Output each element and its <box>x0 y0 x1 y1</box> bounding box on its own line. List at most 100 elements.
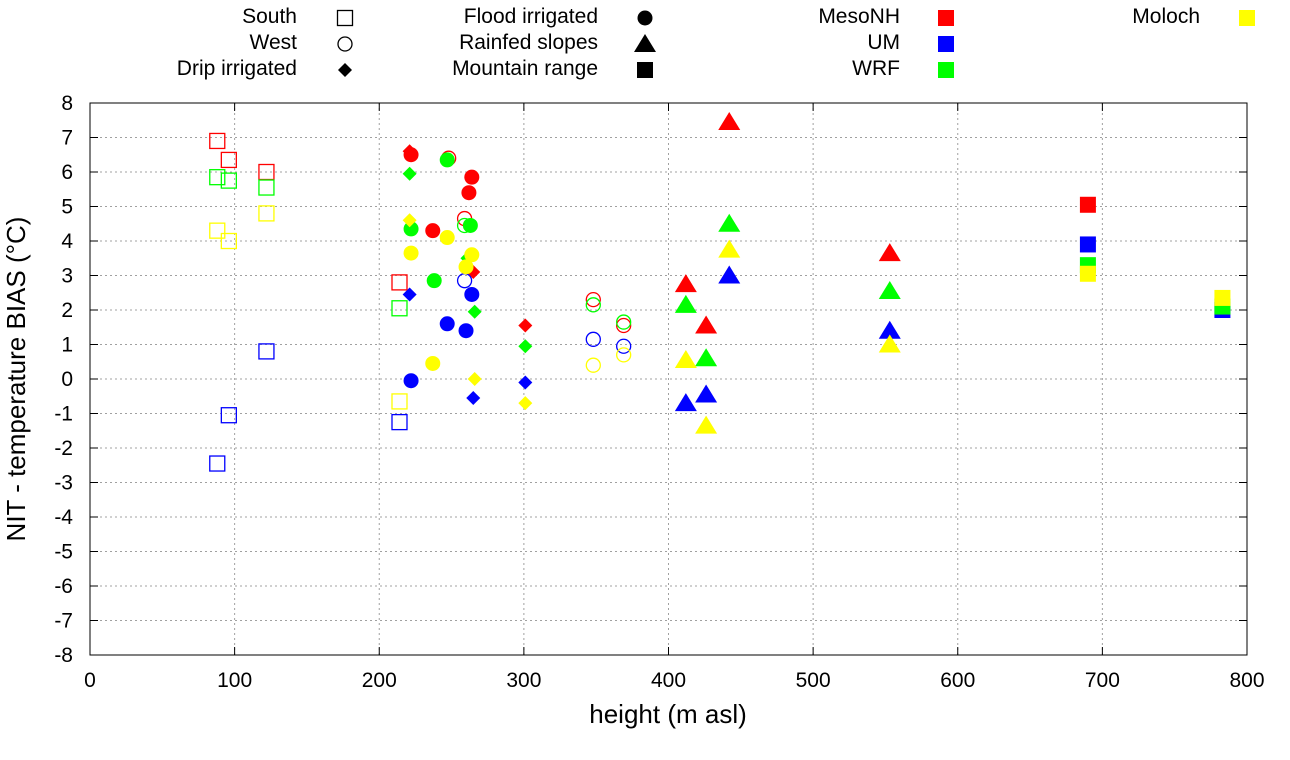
point-mesonh-south <box>209 132 226 150</box>
point-wrf-south <box>220 172 237 189</box>
y-tick-label: 3 <box>61 265 73 288</box>
point-wrf-rainfed <box>718 213 741 232</box>
point-mesonh-west <box>585 291 601 308</box>
point-moloch-drip <box>467 372 482 386</box>
x-axis-title: height (m asl) <box>589 699 747 729</box>
point-wrf-south <box>209 169 226 186</box>
legend-label: West <box>250 31 298 54</box>
point-moloch-rainfed <box>718 239 741 258</box>
y-tick-label: -8 <box>54 644 73 667</box>
y-tick-label: 7 <box>61 127 73 150</box>
legend-swatch-mesonh <box>938 10 954 26</box>
x-tick-label: 400 <box>651 669 686 692</box>
legend-marker-drip <box>338 63 352 77</box>
point-um-south <box>391 413 408 431</box>
point-mesonh-flood <box>464 169 480 185</box>
point-wrf-drip <box>518 339 533 354</box>
point-um-mountain <box>1079 236 1096 253</box>
legend-item-mountain: Mountain range <box>452 57 653 80</box>
point-wrf-west <box>585 297 601 313</box>
series-moloch <box>209 205 1231 434</box>
point-wrf-rainfed <box>878 281 901 300</box>
point-wrf-flood <box>462 217 478 233</box>
y-tick-label: -5 <box>54 541 73 564</box>
x-tick-label: 500 <box>796 669 831 692</box>
legend-label: Rainfed slopes <box>459 31 598 54</box>
grid <box>90 103 1247 655</box>
legend-label: Drip irrigated <box>177 57 297 80</box>
point-mesonh-rainfed <box>878 243 901 262</box>
point-moloch-flood <box>458 259 474 275</box>
data-points <box>209 111 1231 472</box>
x-tick-label: 0 <box>84 669 96 692</box>
axis-ticks: 0 100 200 300 400 500 600 700 800 -8 -7 -6 -5 -4 -3 -2 -… <box>54 92 1264 692</box>
point-um-rainfed <box>718 265 741 284</box>
y-tick-label: 0 <box>61 368 73 391</box>
point-um-flood <box>403 373 419 389</box>
point-mesonh-south <box>391 274 408 291</box>
point-wrf-flood <box>439 152 455 168</box>
legend-label: WRF <box>852 57 900 80</box>
point-wrf-south <box>391 300 408 317</box>
point-um-west <box>616 338 632 354</box>
point-moloch-rainfed <box>695 415 718 434</box>
point-wrf-rainfed <box>674 294 697 313</box>
legend-item-flood: Flood irrigated <box>464 5 653 28</box>
y-tick-label: -4 <box>54 506 73 529</box>
point-moloch-flood <box>425 355 441 371</box>
point-um-flood <box>439 316 455 332</box>
y-tick-label: 2 <box>61 299 73 322</box>
legend-item-moloch: Moloch <box>1132 5 1255 28</box>
point-moloch-south <box>220 232 237 250</box>
point-mesonh-flood <box>403 147 419 163</box>
y-tick-label: 4 <box>61 230 73 253</box>
series-um <box>209 236 1231 472</box>
point-um-drip <box>466 390 481 405</box>
point-moloch-west <box>585 357 601 373</box>
series-mesonh <box>209 111 1096 334</box>
legend-item-mesonh: MesoNH <box>818 5 954 28</box>
y-tick-label: 8 <box>61 92 73 115</box>
legend-item-west: West <box>250 31 353 54</box>
point-um-flood <box>458 323 474 339</box>
legend-item-wrf: WRF <box>852 57 954 80</box>
point-moloch-south <box>258 205 275 222</box>
point-moloch-drip <box>402 213 417 228</box>
point-moloch-flood <box>439 230 455 246</box>
y-tick-label: -1 <box>54 403 73 426</box>
legend-marker-south <box>336 9 354 27</box>
point-moloch-flood <box>464 247 480 263</box>
point-um-south <box>209 455 226 472</box>
point-um-rainfed <box>878 320 901 339</box>
x-tick-label: 300 <box>506 669 541 692</box>
point-wrf-flood <box>403 221 419 237</box>
legend-item-drip: Drip irrigated <box>177 57 352 80</box>
legend-marker-mountain <box>637 62 653 78</box>
point-wrf-west <box>616 314 632 330</box>
point-wrf-drip <box>467 304 482 319</box>
point-moloch-rainfed <box>878 334 901 353</box>
y-tick-label: 6 <box>61 161 73 184</box>
point-um-south <box>220 407 237 424</box>
legend-label: MesoNH <box>818 5 900 28</box>
point-mesonh-west <box>616 317 632 334</box>
point-moloch-drip <box>518 396 533 411</box>
legend-marker-rainfed <box>634 34 656 52</box>
legend-marker-west <box>337 36 353 52</box>
y-tick-label: -3 <box>54 472 73 495</box>
x-tick-label: 200 <box>362 669 397 692</box>
point-moloch-south <box>209 222 226 239</box>
point-um-drip <box>402 287 417 302</box>
point-mesonh-rainfed <box>718 111 741 130</box>
legend-item-um: UM <box>867 31 954 54</box>
y-axis-title: NIT - temperature BIAS (°C) <box>1 217 31 542</box>
x-tick-label: 800 <box>1229 669 1264 692</box>
x-tick-label: 700 <box>1085 669 1120 692</box>
point-moloch-flood <box>403 245 419 261</box>
point-um-south <box>258 343 275 360</box>
point-mesonh-flood <box>461 185 477 201</box>
point-moloch-rainfed <box>674 350 697 369</box>
point-moloch-mountain <box>1079 265 1096 282</box>
legend-label: Moloch <box>1132 5 1200 28</box>
